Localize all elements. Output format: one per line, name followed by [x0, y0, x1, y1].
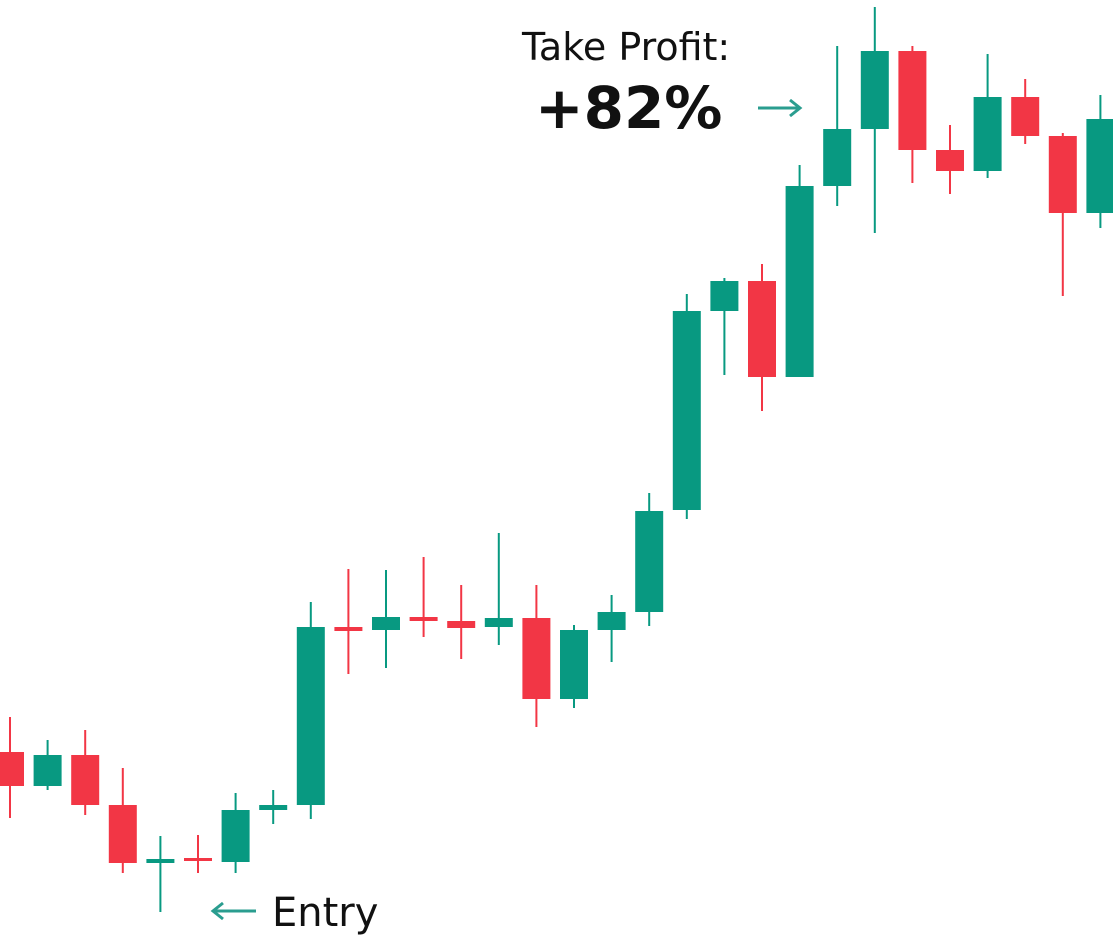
candle-body	[108, 805, 137, 863]
tp-arrow	[758, 98, 803, 118]
candle-body	[898, 51, 927, 150]
candle-body	[71, 755, 100, 805]
candle-body	[560, 630, 588, 699]
candle-body	[635, 511, 664, 612]
candle-body	[823, 129, 852, 186]
candle-body	[296, 627, 325, 805]
candle-body	[447, 621, 476, 628]
entry-label: Entry	[272, 890, 378, 936]
candle-body	[522, 618, 551, 699]
candle-body	[1048, 136, 1077, 213]
candle-body	[221, 810, 250, 862]
candle-body	[748, 281, 776, 377]
candle-body	[33, 755, 62, 786]
candle-body	[184, 858, 212, 861]
candle-body	[1011, 97, 1040, 136]
candle-body	[259, 805, 288, 810]
entry-arrow	[210, 901, 256, 921]
profit-value: +82%	[535, 74, 722, 142]
candle-body	[1086, 119, 1113, 213]
candle-body	[785, 186, 814, 377]
candle-body	[146, 859, 175, 863]
candle-body	[372, 617, 400, 630]
candle-body	[0, 752, 24, 786]
candle-body	[409, 617, 438, 621]
take-profit-label: Take Profit:	[521, 25, 730, 69]
candle-body	[860, 51, 889, 129]
candle-body	[672, 311, 701, 510]
candle-body	[936, 150, 964, 171]
candle-body	[710, 281, 739, 311]
candle-body	[597, 612, 626, 630]
candle-body	[334, 627, 363, 631]
candle-body	[973, 97, 1002, 171]
candle-body	[484, 618, 513, 627]
